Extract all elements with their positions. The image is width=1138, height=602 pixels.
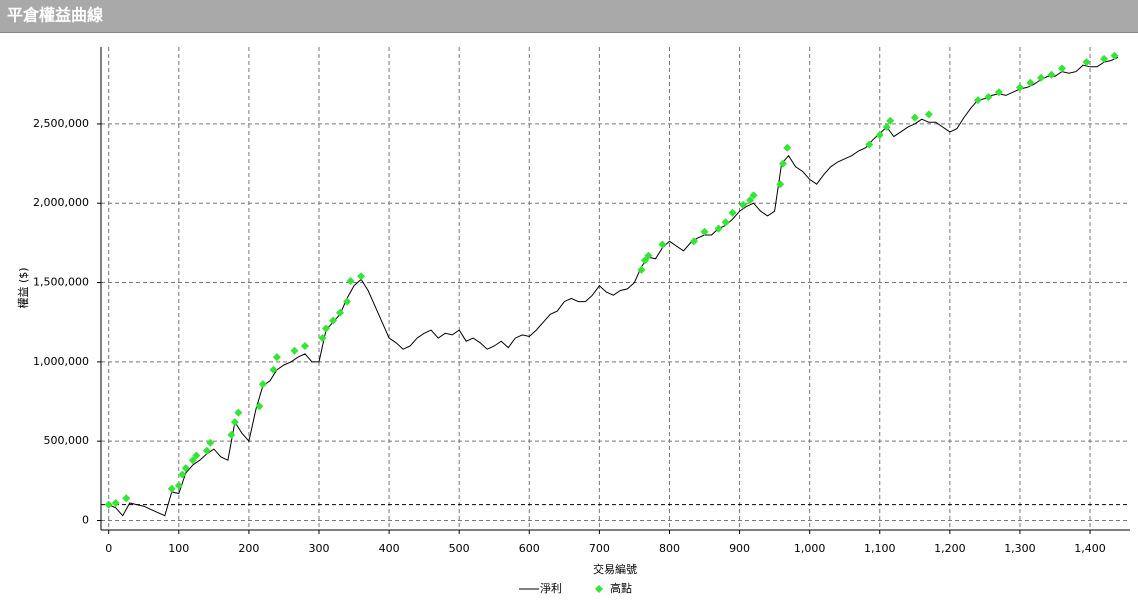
y-tick-label: 1,000,000: [33, 355, 89, 368]
high-point: [357, 272, 366, 281]
y-tick-label: 2,500,000: [33, 117, 89, 130]
high-point: [658, 240, 667, 249]
high-point: [924, 110, 933, 119]
high-point: [178, 470, 187, 479]
high-point: [746, 196, 755, 205]
high-point: [255, 402, 264, 411]
y-tick-label: 1,500,000: [33, 276, 89, 289]
high-point: [644, 251, 653, 260]
high-point: [290, 346, 299, 355]
high-point: [882, 123, 891, 132]
high-point: [1100, 54, 1109, 63]
x-tick-label: 700: [589, 542, 610, 555]
high-point: [886, 116, 895, 125]
legend-label: 淨利: [540, 582, 562, 595]
high-point: [343, 297, 352, 306]
high-point: [322, 324, 331, 333]
high-point: [1110, 51, 1119, 60]
x-tick-label: 1,000: [794, 542, 826, 555]
high-point: [329, 316, 338, 325]
high-point: [728, 208, 737, 217]
x-axis-label: 交易編號: [593, 562, 637, 576]
high-point: [181, 464, 190, 473]
high-point: [346, 276, 355, 285]
x-tick-label: 300: [308, 542, 329, 555]
x-tick-label: 900: [729, 542, 750, 555]
high-point: [269, 365, 278, 374]
y-tick-label: 0: [82, 513, 89, 526]
high-point: [227, 430, 236, 439]
high-point: [122, 494, 131, 503]
x-tick-label: 1,200: [934, 542, 966, 555]
x-tick-label: 500: [449, 542, 470, 555]
high-point: [202, 446, 211, 455]
high-point: [230, 418, 239, 427]
x-tick-label: 1,400: [1074, 542, 1106, 555]
high-point: [700, 227, 709, 236]
high-point: [1036, 73, 1045, 82]
x-tick-label: 100: [168, 542, 189, 555]
high-point: [1026, 78, 1035, 87]
high-point: [690, 237, 699, 246]
high-point: [206, 438, 215, 447]
high-point: [739, 200, 748, 209]
x-tick-label: 800: [659, 542, 680, 555]
high-point: [167, 484, 176, 493]
equity-line: [108, 56, 1119, 517]
high-point: [973, 96, 982, 105]
y-tick-label: 500,000: [44, 434, 90, 447]
y-axis-label: 權益 ($): [16, 267, 30, 308]
high-point: [640, 256, 649, 265]
x-tick-label: 600: [519, 542, 540, 555]
window-title: 平倉權益曲線: [7, 6, 103, 25]
high-point: [300, 342, 309, 350]
high-point: [258, 380, 267, 389]
high-point: [318, 334, 327, 343]
high-point: [984, 92, 993, 101]
high-point: [111, 499, 120, 508]
legend-swatch: [595, 585, 603, 593]
high-point: [336, 308, 345, 317]
x-tick-label: 0: [105, 542, 112, 555]
high-point: [104, 500, 113, 509]
high-point: [714, 224, 723, 233]
high-point: [192, 451, 201, 460]
x-tick-label: 1,100: [864, 542, 896, 555]
high-point: [776, 180, 785, 189]
high-point: [637, 265, 646, 274]
high-point: [779, 159, 788, 168]
high-point: [174, 481, 183, 490]
high-point: [1058, 64, 1067, 73]
high-point: [994, 88, 1003, 97]
high-point: [272, 353, 281, 362]
legend-label: 高點: [610, 581, 632, 595]
high-point: [1015, 83, 1024, 92]
high-point: [865, 140, 874, 149]
high-point: [910, 113, 919, 122]
title-bar: [0, 0, 1138, 32]
x-tick-label: 1,300: [1004, 542, 1036, 555]
high-point: [875, 131, 884, 140]
y-tick-label: 2,000,000: [33, 196, 89, 209]
x-tick-label: 400: [379, 542, 400, 555]
high-point: [1082, 58, 1091, 67]
high-point: [749, 191, 758, 200]
x-tick-label: 200: [238, 542, 259, 555]
high-point: [234, 408, 243, 417]
high-point: [188, 456, 197, 465]
high-point: [721, 218, 730, 227]
high-point: [1047, 70, 1056, 79]
high-point: [783, 143, 792, 152]
